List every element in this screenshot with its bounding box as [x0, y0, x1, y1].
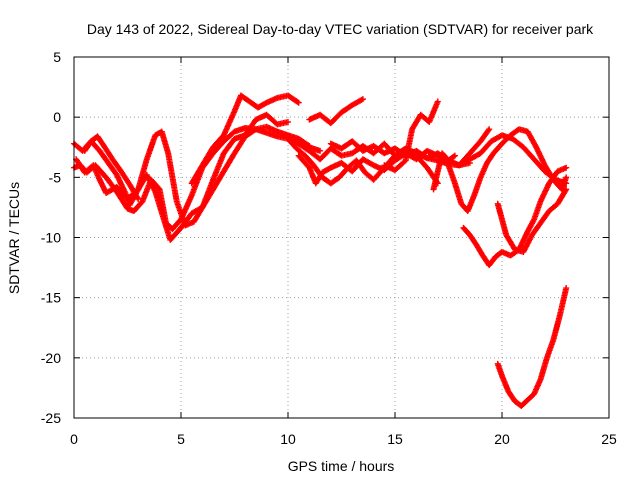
series-arc-4 — [81, 133, 142, 202]
y-tick-label: -15 — [41, 290, 61, 306]
data-point — [251, 127, 258, 134]
series-arc-16 — [494, 285, 570, 409]
chart-title: Day 143 of 2022, Sidereal Day-to-day VTE… — [87, 21, 594, 37]
data-point — [563, 174, 570, 181]
data-point — [485, 127, 492, 134]
series-arc-14 — [460, 164, 570, 269]
series-arc-11 — [381, 98, 441, 174]
x-tick-label: 10 — [280, 431, 296, 447]
y-tick-label: -10 — [41, 230, 61, 246]
series-arc-12 — [430, 150, 458, 193]
data-point — [317, 147, 324, 154]
x-tick-label: 25 — [601, 431, 617, 447]
y-tick-label: -5 — [49, 169, 62, 185]
series-arc-3 — [73, 111, 291, 243]
data-point — [359, 96, 366, 103]
data-point — [451, 152, 458, 159]
y-tick-labels: 5 0 -5 -10 -15 -20 -25 — [41, 49, 61, 426]
series-arc-5 — [188, 92, 302, 187]
data-point — [563, 285, 570, 292]
data-point — [434, 98, 441, 105]
y-tick-label: -20 — [41, 350, 61, 366]
data-point — [135, 195, 142, 202]
axis-ticks — [73, 56, 610, 419]
series-arc-15 — [494, 186, 570, 255]
y-tick-label: 0 — [53, 109, 61, 125]
y-axis-label: SDTVAR / TECUs — [6, 182, 22, 294]
data-point — [563, 164, 570, 171]
x-axis-label: GPS time / hours — [288, 458, 395, 474]
data-point — [450, 153, 457, 160]
data-point — [486, 126, 493, 133]
x-tick-label: 20 — [494, 431, 510, 447]
data-point — [294, 98, 301, 105]
x-tick-label: 5 — [177, 431, 185, 447]
data-points — [71, 92, 570, 409]
x-tick-label: 0 — [70, 431, 78, 447]
x-tick-labels: 0 5 10 15 20 25 — [70, 431, 617, 447]
y-tick-label: 5 — [53, 49, 61, 65]
data-point — [563, 186, 570, 193]
data-point — [295, 99, 302, 106]
series-arc-2 — [71, 123, 313, 229]
series-arc-9 — [306, 96, 366, 127]
y-tick-label: -25 — [41, 410, 61, 426]
data-point — [285, 118, 291, 125]
x-tick-label: 15 — [387, 431, 403, 447]
grid-lines — [74, 57, 609, 418]
series-arc-13 — [445, 126, 570, 215]
